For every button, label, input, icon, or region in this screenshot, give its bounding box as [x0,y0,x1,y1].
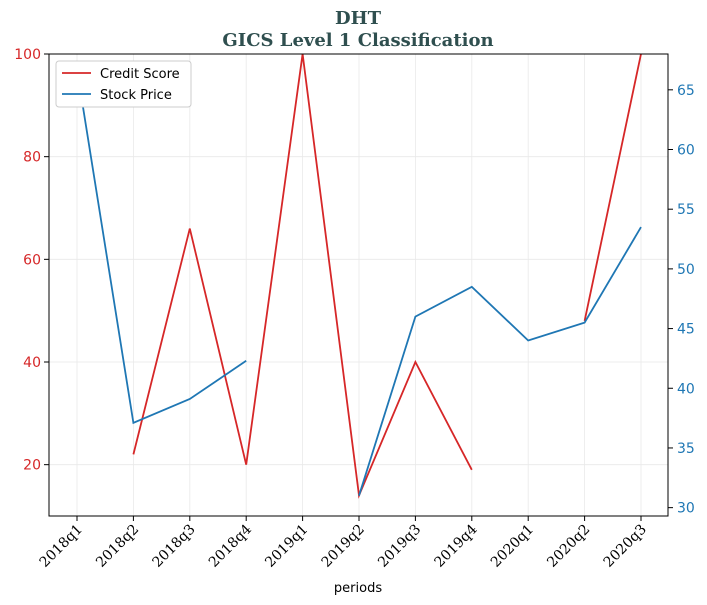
x-tick-label: 2018q4 [206,521,255,570]
x-tick-label: 2018q2 [93,522,142,571]
series-line-segment [76,69,247,425]
legend-label: Stock Price [100,88,172,103]
right-y-tick-label: 40 [677,381,695,397]
x-tick-label: 2019q1 [262,522,311,571]
left-y-tick-label: 80 [23,150,41,166]
x-tick-label: 2018q3 [149,522,198,571]
chart-title: DHT [335,8,382,29]
grid [49,53,668,516]
right-y-tick-label: 50 [677,262,695,278]
right-y-tick-label: 45 [677,322,695,338]
legend: Credit Score Stock Price [55,60,192,108]
plot-area-frame [48,53,669,517]
left-y-tick-label: 40 [23,355,41,371]
series-line-segment [583,53,642,322]
right-y-tick-label: 55 [677,202,695,218]
legend-label: Credit Score [100,67,180,82]
series-line-segment [358,226,642,496]
left-y-tick-label: 60 [23,252,41,268]
x-tick-label: 2019q2 [319,522,368,571]
x-tick-label: 2018q1 [37,522,86,571]
left-y-tick-label: 100 [14,47,41,63]
right-y-tick-label: 60 [677,143,695,159]
x-axis-label: periods [334,581,382,596]
series-credit-score [132,53,642,499]
x-tick-label: 2020q2 [544,522,593,571]
right-y-tick-label: 65 [677,83,695,99]
x-tick-label: 2019q3 [375,522,424,571]
right-y-axis: 30 35 40 45 50 55 60 65 [668,83,695,517]
series-stock-price [76,69,642,496]
x-tick-label: 2020q1 [488,522,537,571]
right-y-tick-label: 35 [677,441,695,457]
chart-subtitle: GICS Level 1 Classification [222,30,493,51]
right-y-tick-label: 30 [677,501,695,517]
x-axis: 2018q1 2018q2 2018q3 2018q4 2019q1 2019q2 2019… [37,516,650,571]
left-y-axis: 20 40 60 80 100 [14,47,49,474]
x-tick-label: 2020q3 [601,522,650,571]
left-y-tick-label: 20 [23,458,41,474]
x-tick-label: 2019q4 [431,521,480,570]
